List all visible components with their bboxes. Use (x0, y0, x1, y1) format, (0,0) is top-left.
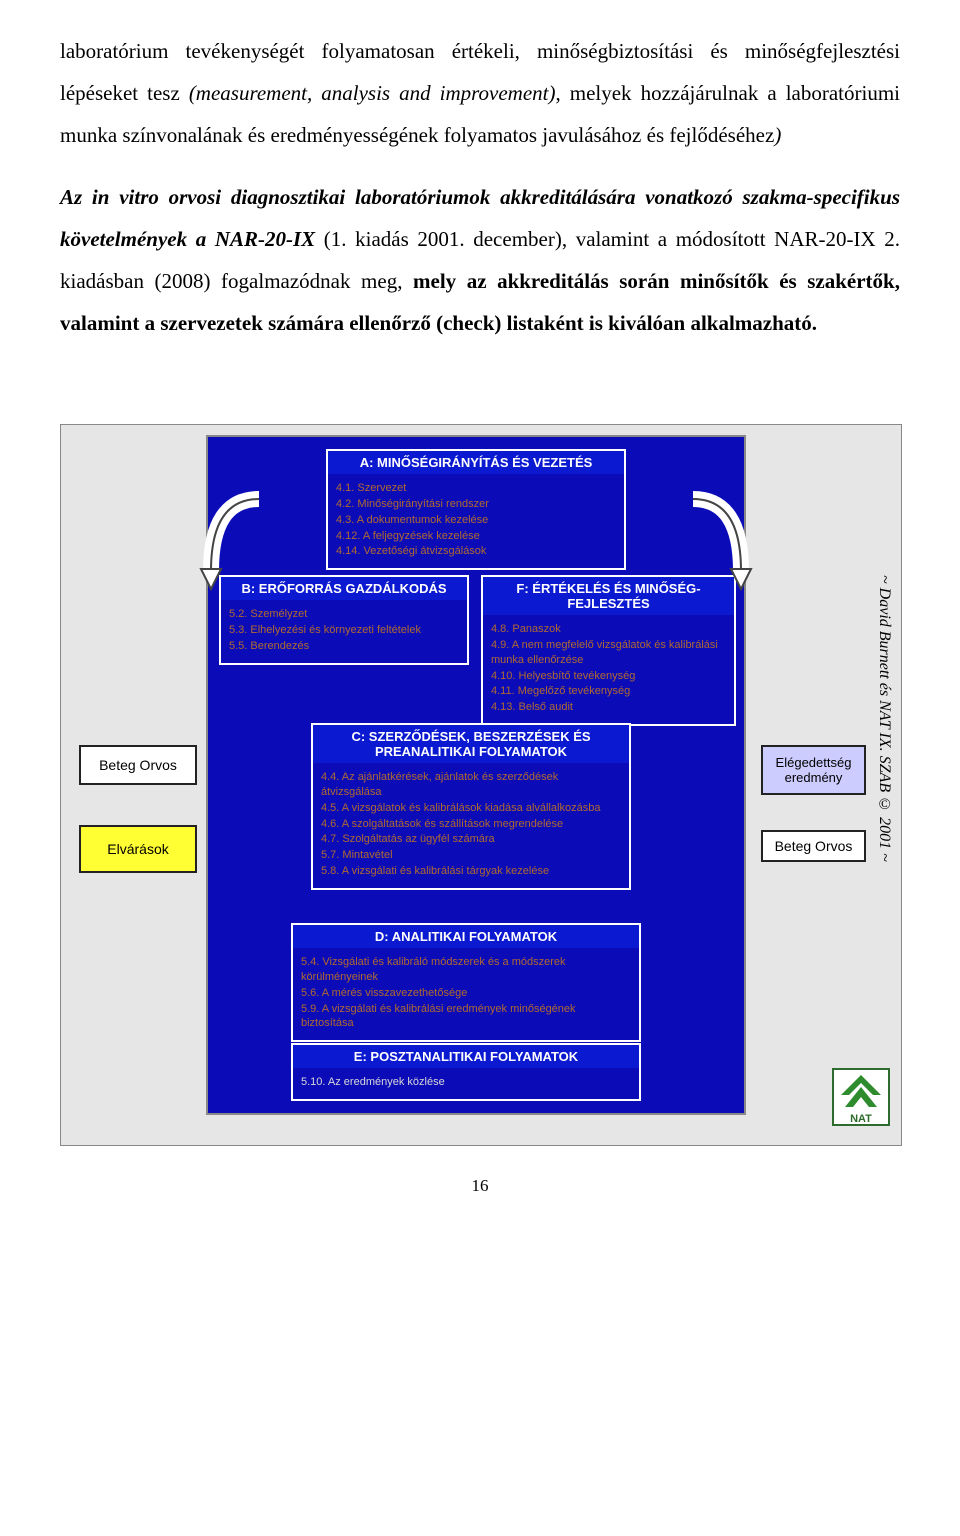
box-beteg-orvos-right: Beteg Orvos (761, 830, 866, 862)
p1-close: ) (774, 123, 781, 147)
figure-credit: ~ David Burnett és NAT IX. SZAB © 2001 ~ (871, 575, 893, 1055)
module-e-title: E: POSZTANALITIKAI FOLYAMATOK (291, 1043, 641, 1068)
box-elegedettseg: Elégedettség eredmény (761, 745, 866, 795)
module-d: D: ANALITIKAI FOLYAMATOK 5.4. Vizsgálati… (291, 923, 641, 1042)
module-c: C: SZERZŐDÉSEK, BESZERZÉSEK ÉS PREANALIT… (311, 723, 631, 890)
module-e: E: POSZTANALITIKAI FOLYAMATOK 5.10. Az e… (291, 1043, 641, 1101)
nat-logo-icon: NAT (831, 1067, 891, 1127)
module-f-body: 4.8. Panaszok 4.9. A nem megfelelő vizsg… (481, 615, 736, 726)
svg-text:NAT: NAT (850, 1113, 872, 1125)
module-d-title: D: ANALITIKAI FOLYAMATOK (291, 923, 641, 948)
module-e-body: 5.10. Az eredmények közlése (291, 1068, 641, 1101)
box-beteg-orvos-left: Beteg Orvos (79, 745, 197, 785)
module-b: B: ERŐFORRÁS GAZDÁLKODÁS 5.2. Személyzet… (219, 575, 469, 665)
module-b-body: 5.2. Személyzet 5.3. Elhelyezési és körn… (219, 600, 469, 665)
module-a: A: MINŐSÉGIRÁNYÍTÁS ÉS VEZETÉS 4.1. Szer… (326, 449, 626, 570)
page-number: 16 (0, 1176, 960, 1196)
module-c-body: 4.4. Az ajánlatkérések, ajánlatok és sze… (311, 763, 631, 890)
p1-it: (measurement, analysis and improvement) (189, 81, 556, 105)
module-c-title: C: SZERZŐDÉSEK, BESZERZÉSEK ÉS PREANALIT… (311, 723, 631, 763)
module-f: F: ÉRTÉKELÉS ÉS MINŐSÉG-FEJLESZTÉS 4.8. … (481, 575, 736, 726)
box-elvarasok: Elvárások (79, 825, 197, 873)
module-b-title: B: ERŐFORRÁS GAZDÁLKODÁS (219, 575, 469, 600)
module-a-body: 4.1. Szervezet 4.2. Minőségirányítási re… (326, 474, 626, 570)
module-a-title: A: MINŐSÉGIRÁNYÍTÁS ÉS VEZETÉS (326, 449, 626, 474)
module-f-title: F: ÉRTÉKELÉS ÉS MINŐSÉG-FEJLESZTÉS (481, 575, 736, 615)
process-diagram: A: MINŐSÉGIRÁNYÍTÁS ÉS VEZETÉS 4.1. Szer… (60, 424, 902, 1146)
module-d-body: 5.4. Vizsgálati és kalibráló módszerek é… (291, 948, 641, 1042)
paragraph-2: Az in vitro orvosi diagnosztikai laborat… (60, 176, 900, 344)
paragraph-1: laboratórium tevékenységét folyamatosan … (60, 30, 900, 156)
